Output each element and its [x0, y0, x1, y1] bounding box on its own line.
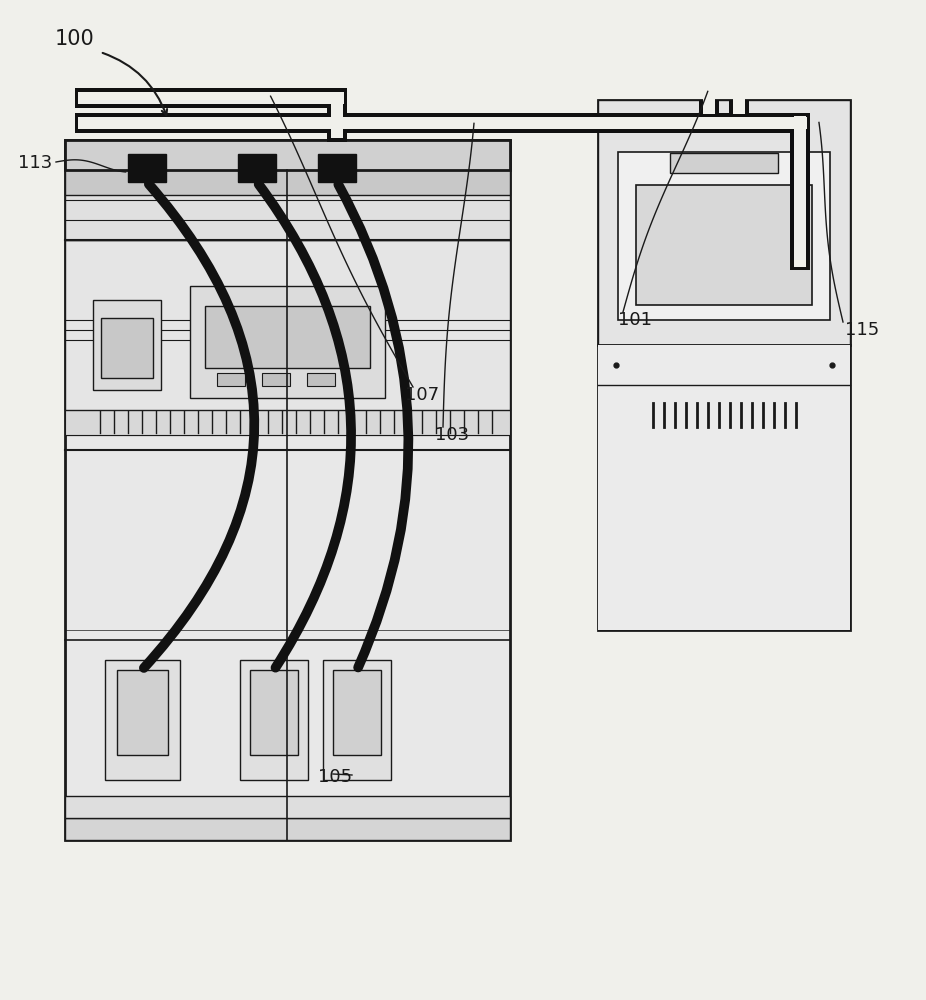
- Bar: [75, 113, 810, 133]
- Bar: [65, 140, 510, 170]
- Bar: [190, 286, 385, 398]
- Bar: [65, 240, 510, 410]
- Bar: [105, 660, 180, 780]
- Bar: [101, 318, 153, 378]
- Bar: [333, 670, 381, 755]
- Bar: [699, 100, 719, 113]
- Bar: [78, 117, 807, 129]
- Bar: [307, 373, 335, 386]
- Text: 100: 100: [55, 29, 94, 49]
- Bar: [729, 100, 749, 113]
- Bar: [78, 92, 344, 104]
- Bar: [205, 306, 370, 368]
- Bar: [618, 152, 830, 320]
- Bar: [250, 670, 298, 755]
- Bar: [217, 373, 245, 386]
- Bar: [598, 100, 850, 630]
- Text: 105: 105: [318, 768, 352, 786]
- Bar: [262, 373, 290, 386]
- Text: 103: 103: [435, 426, 469, 444]
- Bar: [65, 140, 510, 840]
- Bar: [238, 154, 276, 182]
- Text: 115: 115: [845, 321, 880, 339]
- Text: 113: 113: [18, 154, 52, 172]
- Bar: [318, 154, 356, 182]
- Bar: [598, 100, 850, 345]
- Bar: [636, 185, 812, 305]
- Bar: [598, 345, 850, 630]
- Bar: [65, 407, 510, 435]
- Bar: [65, 140, 510, 240]
- Bar: [703, 97, 715, 114]
- Bar: [733, 97, 745, 114]
- Bar: [794, 116, 806, 267]
- Bar: [75, 88, 347, 108]
- Bar: [327, 90, 347, 142]
- Bar: [93, 300, 161, 390]
- Text: 101: 101: [618, 311, 652, 329]
- Text: 107: 107: [405, 386, 439, 404]
- Bar: [128, 154, 166, 182]
- Bar: [323, 660, 391, 780]
- Bar: [790, 113, 810, 270]
- Bar: [65, 818, 510, 840]
- Bar: [670, 153, 778, 173]
- Bar: [331, 92, 343, 138]
- Bar: [65, 796, 510, 818]
- Bar: [65, 140, 510, 195]
- Bar: [240, 660, 308, 780]
- Bar: [117, 670, 168, 755]
